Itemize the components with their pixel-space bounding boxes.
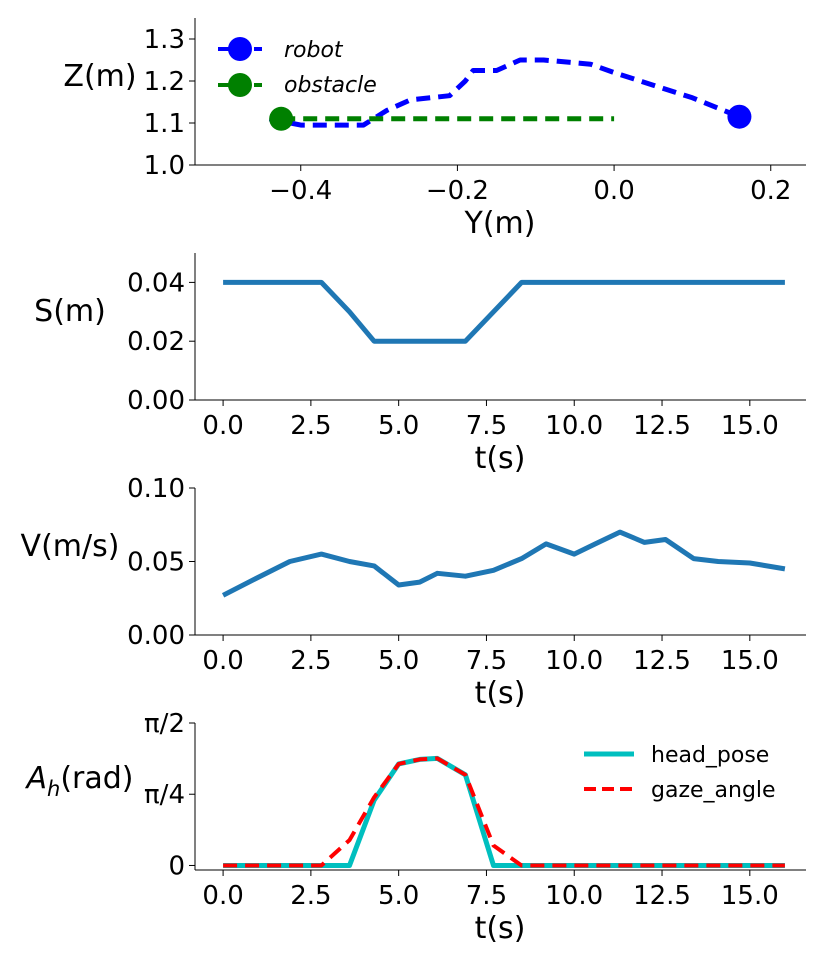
x-tick-label: 5.0 [378, 646, 419, 676]
panel-4-ylabel-base: A [24, 761, 47, 796]
y-tick-label: 0.04 [127, 268, 185, 298]
x-tick-label: 2.5 [290, 646, 331, 676]
x-tick-label: −0.2 [426, 176, 489, 206]
legend-obstacle-label: obstacle [284, 73, 377, 98]
x-tick-label: 2.5 [290, 881, 331, 911]
x-tick-label: 15.0 [721, 646, 779, 676]
x-tick-label: 12.5 [633, 411, 691, 441]
legend-robot-label: robot [284, 38, 344, 63]
panel-1-legend: robot obstacle [218, 37, 377, 98]
axes-spines [194, 723, 806, 871]
panel-2-ylabel: S(m) [34, 294, 106, 329]
legend-head-pose-label: head_pose [651, 743, 769, 768]
x-tick-label: 0.0 [593, 176, 634, 206]
x-tick-label: 7.5 [466, 881, 507, 911]
series-line-head-pose [223, 755, 785, 868]
panel-1-xlabel: Y(m) [464, 206, 536, 241]
y-tick-label: 0 [168, 851, 185, 881]
panel-4-ylabel-sub: h [47, 777, 60, 801]
x-tick-label: 15.0 [721, 411, 779, 441]
y-tick-label: 1.0 [144, 151, 185, 181]
x-tick-label: 12.5 [633, 881, 691, 911]
panel-3-xlabel: t(s) [475, 676, 526, 711]
panel-3-ylabel: V(m/s) [21, 529, 120, 564]
series-line-series-0 [221, 529, 786, 598]
x-tick-label: 0.0 [202, 646, 243, 676]
axes-spines [194, 253, 806, 401]
x-tick-label: 2.5 [290, 411, 331, 441]
series-line-series-0 [223, 279, 785, 344]
robot-end-marker [727, 104, 752, 129]
y-tick-label: 1.1 [144, 109, 185, 139]
x-tick-label: 10.0 [545, 881, 603, 911]
panel-4-xlabel: t(s) [475, 911, 526, 946]
x-tick-label: 5.0 [378, 411, 419, 441]
x-tick-label: 15.0 [721, 881, 779, 911]
panel-2-xlabel: t(s) [475, 441, 526, 476]
x-tick-label: −0.4 [269, 176, 332, 206]
y-tick-label: 1.2 [144, 67, 185, 97]
y-tick-label: 0.00 [127, 386, 185, 416]
x-tick-label: 7.5 [466, 646, 507, 676]
x-tick-label: 10.0 [545, 646, 603, 676]
x-tick-label: 5.0 [378, 881, 419, 911]
x-tick-label: 0.0 [202, 881, 243, 911]
legend-robot-marker [228, 37, 252, 61]
obstacle-marker [269, 106, 294, 131]
legend-gaze-angle-label: gaze_angle [651, 778, 776, 803]
y-tick-label: 0.00 [127, 621, 185, 651]
x-tick-label: 12.5 [633, 646, 691, 676]
step-length-panel: S(m) t(s) 0.0 2.5 5.0 7.5 10.0 12.5 15.0 0.00 0.… [34, 253, 806, 476]
x-tick-label: 10.0 [545, 411, 603, 441]
series-line-robot [268, 57, 741, 128]
legend-obstacle-marker [228, 73, 252, 97]
panel-4-ylabel-suffix: (rad) [60, 761, 133, 796]
y-tick-label: 0.02 [127, 327, 185, 357]
y-tick-label: 0.05 [127, 548, 185, 578]
axes-spines [194, 18, 806, 166]
panel-4-legend: head_pose gaze_angle [584, 743, 776, 803]
velocity-panel: V(m/s) t(s) 0.0 2.5 5.0 7.5 10.0 12.5 15.0 0.00… [21, 474, 806, 711]
panel-4-ylabel: Ah(rad) [24, 761, 133, 801]
x-tick-label: 0.0 [202, 411, 243, 441]
trajectory-panel: Z(m) Y(m) robot obstacle −0.4 −0.2 0.0 0.2 1… [63, 18, 806, 241]
head-angle-panel: Ah(rad) t(s) head_pose gaze_angle 0.0 2.5… [24, 709, 806, 946]
series-line-gaze-angle [223, 756, 785, 868]
y-tick-label: π/4 [144, 780, 185, 810]
x-tick-label: 7.5 [466, 411, 507, 441]
y-tick-label: 0.10 [127, 474, 185, 504]
x-tick-label: 0.2 [750, 176, 791, 206]
y-tick-label: π/2 [144, 709, 185, 739]
panel-1-ylabel: Z(m) [63, 59, 136, 94]
y-tick-label: 1.3 [144, 25, 185, 55]
